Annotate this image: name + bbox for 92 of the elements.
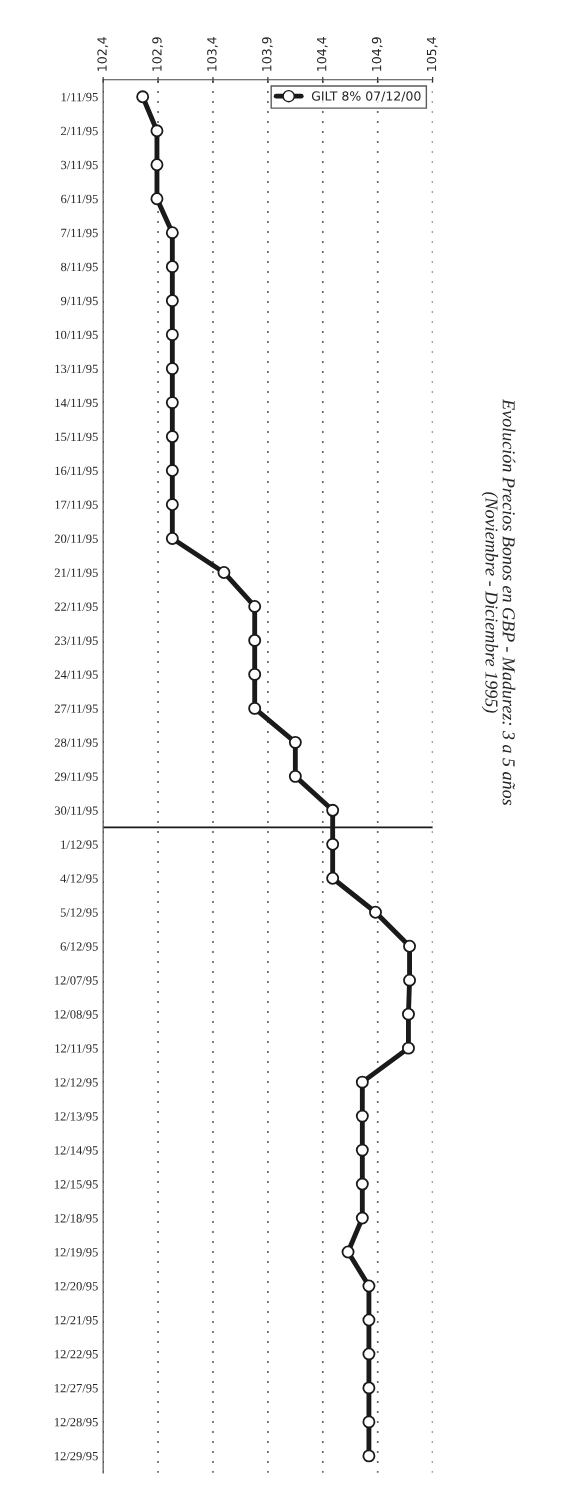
y-tick-label: 14/11/95 [55, 398, 98, 408]
x-tick-label: 102,9 [152, 37, 163, 71]
point [369, 905, 382, 919]
legend-label: GILT 8% 07/12/00 [311, 91, 421, 102]
y-tick-label: 10/11/95 [55, 330, 98, 340]
y-tick-label: 3/11/95 [61, 160, 98, 170]
y-tick-label: 12/14/95 [54, 1146, 98, 1155]
y-tick-label: 12/13/95 [54, 1112, 98, 1121]
y-tick-label: 30/11/95 [54, 806, 98, 815]
point [326, 803, 340, 817]
y-tick-label: 12/08/95 [54, 1010, 98, 1019]
point [150, 124, 164, 138]
y-tick-label: 12/20/95 [54, 1282, 98, 1291]
y-tick-label: 13/11/95 [55, 364, 98, 374]
point [165, 430, 179, 444]
point [355, 1109, 369, 1123]
point [248, 633, 262, 647]
y-tick-label: 9/11/95 [60, 296, 98, 306]
x-tick-label: 103,4 [207, 37, 218, 71]
y-tick-label: 1/11/95 [61, 92, 98, 102]
point [248, 599, 262, 613]
y-tick-label: 23/11/95 [54, 636, 98, 645]
y-tick-label: 8/11/95 [61, 262, 98, 272]
x-tick-label: 105,4 [426, 37, 438, 71]
y-tick-label: 1/12/95 [61, 840, 98, 849]
y-tick-label: 15/11/95 [55, 432, 98, 442]
point [165, 498, 179, 511]
point [355, 1177, 369, 1191]
point [136, 90, 150, 104]
point [165, 328, 179, 342]
point [355, 1211, 369, 1225]
point [165, 396, 179, 410]
point [288, 769, 302, 783]
y-tick-label: 12/22/95 [54, 1350, 98, 1359]
x-tick-label: 104,9 [371, 37, 383, 71]
point [248, 667, 262, 681]
point [355, 1075, 369, 1089]
y-tick-label: 17/11/95 [55, 500, 98, 509]
x-tick-label: 103,9 [262, 37, 273, 71]
y-tick-label: 6/12/95 [60, 942, 98, 951]
y-tick-label: 21/11/95 [54, 568, 98, 577]
point [165, 294, 179, 308]
y-tick-label: 6/11/95 [61, 194, 98, 204]
point [362, 1313, 376, 1327]
y-tick-label: 12/18/95 [54, 1214, 98, 1223]
x-tick-label: 102,4 [97, 37, 109, 71]
point [362, 1415, 376, 1429]
y-tick-label: 16/11/95 [55, 466, 98, 476]
y-tick-label: 20/11/95 [54, 534, 98, 543]
y-tick-label: 2/11/95 [61, 126, 98, 136]
text: (Noviembre - Diciembre 1995) [481, 492, 499, 713]
point [165, 260, 179, 274]
y-tick-label: 12/27/95 [54, 1383, 98, 1393]
y-tick-label: 12/28/95 [54, 1417, 98, 1427]
point [341, 1245, 355, 1259]
x-tick-label: 104,4 [316, 37, 328, 71]
y-tick-label: 28/11/95 [54, 738, 98, 747]
y-tick-label: 22/11/95 [54, 602, 98, 611]
point [165, 532, 179, 545]
point [326, 837, 340, 851]
point [288, 735, 302, 749]
point [150, 192, 164, 206]
y-tick-label: 12/07/95 [54, 976, 98, 985]
point [165, 226, 179, 240]
point [217, 566, 231, 579]
y-tick-label: 12/11/95 [55, 1044, 98, 1053]
point [326, 871, 340, 885]
y-tick-label: 5/12/95 [60, 908, 98, 917]
point [403, 939, 417, 953]
y-tick-label: 12/15/95 [54, 1180, 98, 1189]
point [355, 1143, 369, 1157]
point [401, 1007, 415, 1021]
point [362, 1449, 376, 1463]
point [362, 1347, 376, 1361]
y-tick-label: 7/11/95 [61, 228, 98, 238]
y-tick-label: 4/12/95 [60, 874, 98, 883]
point [401, 1041, 415, 1055]
y-tick-label: 27/11/95 [54, 704, 98, 713]
point [165, 464, 179, 478]
point [248, 701, 262, 715]
point [362, 1381, 376, 1395]
y-tick-label: 29/11/95 [54, 772, 98, 781]
y-tick-label: 12/29/95 [54, 1451, 98, 1461]
y-tick-label: 12/12/95 [54, 1078, 98, 1087]
point [150, 158, 164, 172]
y-tick-label: 24/11/95 [54, 670, 98, 679]
y-tick-label: 12/19/95 [54, 1248, 98, 1257]
point [403, 973, 417, 987]
point [362, 1279, 376, 1293]
y-tick-label: 12/21/95 [54, 1316, 98, 1325]
text: Evolución Precios Bonos en GBP - Madurez: 3 a 5 años [502, 398, 516, 806]
point [165, 362, 179, 376]
